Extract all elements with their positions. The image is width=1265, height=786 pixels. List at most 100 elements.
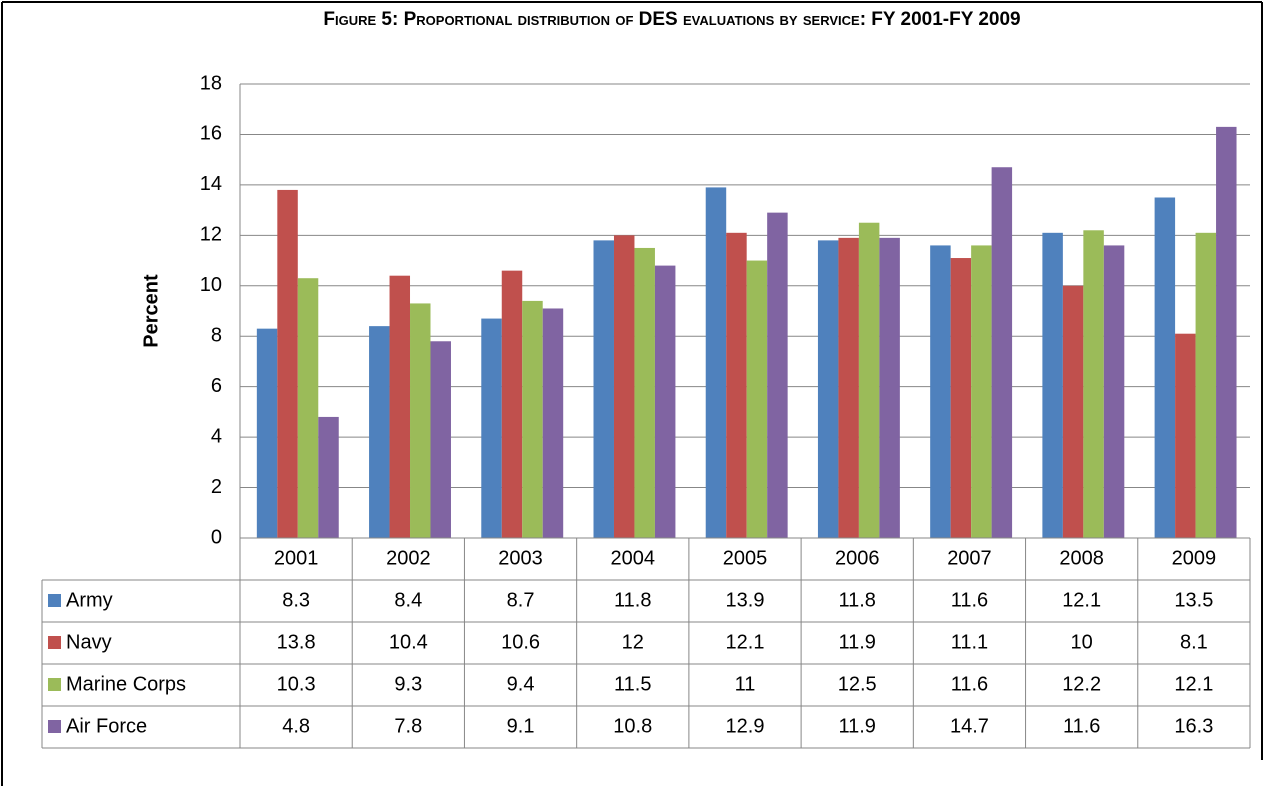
table-value: 11.9 [838,715,875,737]
bar [542,308,564,538]
bar [1103,245,1125,538]
bar [1154,197,1176,538]
table-value: 13.9 [726,589,765,611]
bar [389,275,411,538]
legend-label: Army [66,589,113,611]
bar [481,318,502,538]
bar [726,232,747,539]
y-tick-label: 16 [200,123,222,145]
table-value: 9.4 [507,673,535,695]
bar [318,416,339,538]
legend-key [48,720,61,733]
bar [858,222,880,538]
bar [971,245,992,538]
x-tick-label: 2009 [1172,547,1217,569]
table-value: 11.5 [614,673,651,695]
bar [838,237,859,538]
x-tick-label: 2007 [947,547,992,569]
table-value: 10.4 [389,631,428,653]
x-tick-label: 2008 [1059,547,1104,569]
bar [746,260,768,538]
table-value: 12.1 [1174,673,1213,695]
table-value: 11 [735,673,756,695]
legend-label: Air Force [66,715,147,737]
bar [297,278,319,538]
legend-key [48,594,61,607]
table-value: 11.8 [838,589,875,611]
bar [522,300,543,538]
table-value: 7.8 [394,715,422,737]
legend-key [48,678,61,691]
table-value: 10.8 [613,715,652,737]
table-value: 11.6 [1063,715,1100,737]
y-tick-label: 2 [211,476,222,498]
y-axis-label: Percent [140,274,162,348]
chart-title: Figure 5: Proportional distribution of D… [323,9,1021,30]
y-tick-label: 4 [211,425,222,447]
bar [410,303,431,538]
table-value: 8.1 [1180,631,1208,653]
bar [705,187,727,538]
table-value: 12.2 [1062,673,1101,695]
x-tick-label: 2006 [835,547,880,569]
table-value: 4.8 [282,715,310,737]
table-value: 12 [622,631,644,653]
bar [950,258,972,538]
table-value: 8.4 [394,589,422,611]
bar [369,326,390,538]
bar [1195,232,1217,539]
legend-key [48,636,61,649]
bar [817,240,839,538]
table-value: 16.3 [1174,715,1213,737]
table-value: 10.3 [277,673,316,695]
y-tick-label: 18 [200,72,222,94]
table-value: 12.9 [726,715,765,737]
bar [1062,285,1084,538]
y-tick-label: 14 [200,173,222,195]
table-value: 13.8 [277,631,316,653]
bar [991,167,1013,538]
bar [879,237,900,538]
bar [430,341,451,538]
bar [501,270,523,538]
table-value: 11.8 [614,589,651,611]
bar [277,189,298,538]
table-value: 9.1 [507,715,535,737]
table-value: 10.6 [501,631,540,653]
x-tick-label: 2003 [498,547,543,569]
table-value: 12.1 [726,631,765,653]
y-tick-label: 0 [211,526,222,548]
bar [1216,126,1237,538]
legend-label: Navy [66,631,112,653]
table-value: 10 [1071,631,1093,653]
bar [256,328,278,538]
bar [767,212,788,538]
y-tick-label: 12 [200,224,222,246]
bar [634,247,655,538]
y-tick-label: 10 [200,274,222,296]
table-value: 8.3 [282,589,310,611]
table-value: 11.1 [951,631,988,653]
bar [1083,230,1104,539]
table-value: 8.7 [507,589,535,611]
table-value: 13.5 [1174,589,1213,611]
y-tick-label: 8 [211,325,222,347]
x-tick-label: 2005 [723,547,768,569]
bar [654,265,676,538]
x-tick-label: 2001 [274,547,319,569]
table-value: 12.5 [838,673,877,695]
x-tick-label: 2004 [611,547,656,569]
y-tick-label: 6 [211,375,222,397]
legend-label: Marine Corps [66,673,186,695]
x-tick-label: 2002 [386,547,431,569]
bar [930,245,951,538]
table-value: 12.1 [1062,589,1101,611]
bar [1042,232,1063,539]
bar [1175,333,1196,538]
bar [593,240,614,538]
table-value: 9.3 [394,673,422,695]
table-value: 11.9 [838,631,875,653]
table-value: 11.6 [951,673,988,695]
